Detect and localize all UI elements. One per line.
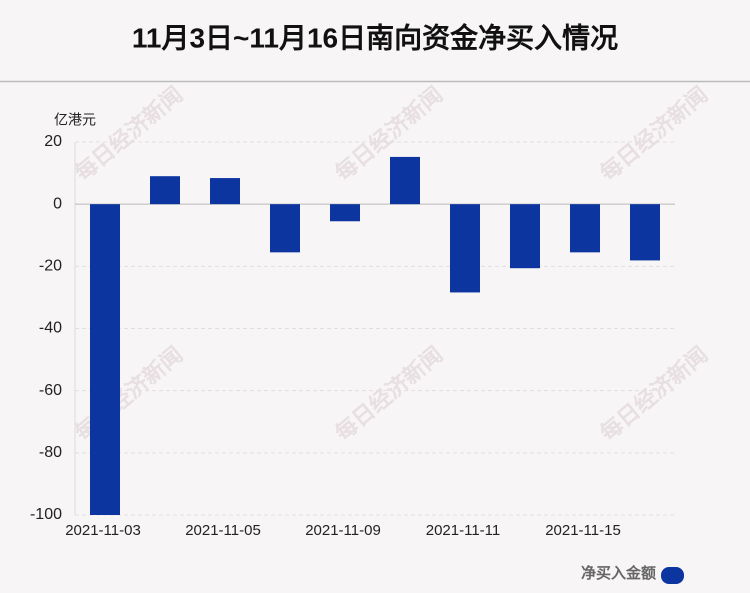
y-tick-label: -20 bbox=[39, 258, 62, 275]
y-tick-label: -100 bbox=[30, 506, 62, 523]
x-tick-label: 2021-11-11 bbox=[426, 522, 501, 539]
bar bbox=[450, 204, 480, 293]
y-tick-label: 20 bbox=[44, 133, 62, 150]
x-tick-label: 2021-11-03 bbox=[65, 522, 141, 539]
bar bbox=[630, 204, 660, 261]
x-tick-label: 2021-11-05 bbox=[185, 522, 261, 539]
bar bbox=[390, 156, 420, 205]
bar bbox=[90, 204, 120, 515]
bar bbox=[330, 204, 360, 222]
chart-title: 11月3日~11月16日南向资金净买入情况 bbox=[132, 21, 618, 53]
bar bbox=[210, 178, 240, 205]
bar bbox=[150, 176, 180, 205]
x-tick-label: 2021-11-09 bbox=[305, 522, 381, 539]
y-unit: 亿港元 bbox=[54, 112, 96, 128]
legend-label: 净买入金额 bbox=[581, 564, 656, 582]
bar bbox=[570, 204, 600, 253]
legend-swatch bbox=[661, 567, 684, 584]
y-tick-label: -60 bbox=[39, 382, 62, 399]
y-tick-label: -40 bbox=[39, 320, 62, 337]
bar bbox=[270, 204, 300, 253]
bar bbox=[510, 204, 540, 269]
y-tick-label: 0 bbox=[53, 195, 62, 212]
x-tick-label: 2021-11-15 bbox=[545, 522, 621, 539]
y-tick-label: -80 bbox=[39, 444, 62, 461]
